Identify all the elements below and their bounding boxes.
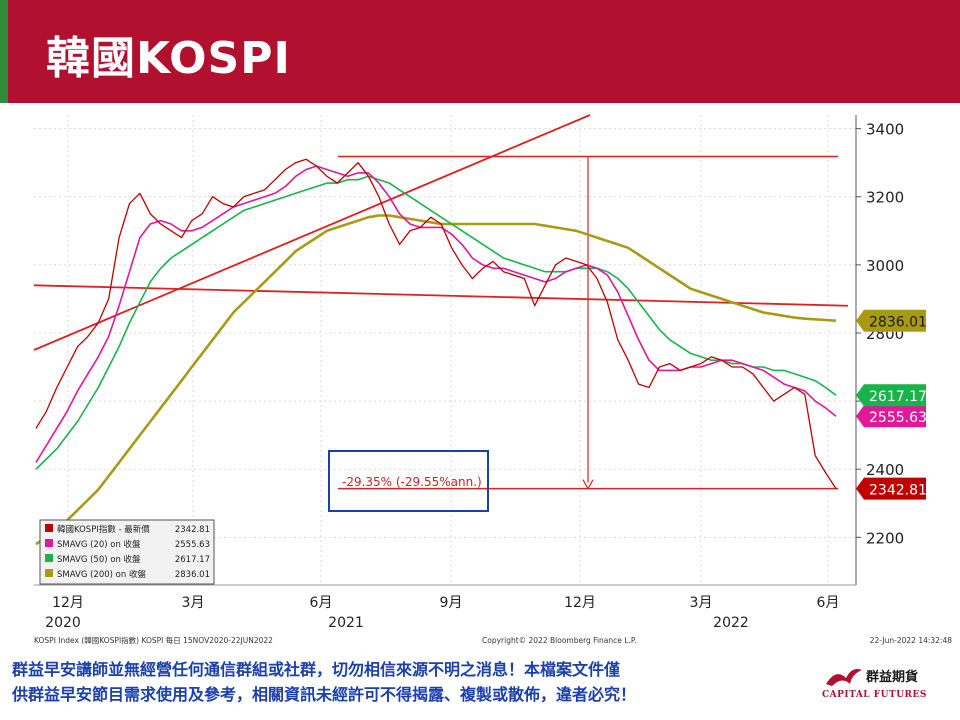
logo-english-name: CAPITAL FUTURES	[822, 690, 927, 700]
series-line-0	[35, 158, 837, 490]
last-value-label: 2617.17	[869, 389, 927, 405]
last-value-labels: 2342.81 2555.63 2617.17 2836.01	[856, 309, 927, 500]
legend-swatch	[45, 554, 53, 562]
last-value-label: 2836.01	[869, 315, 927, 331]
kospi-chart: 3400320030002800260024002200 12月3月6月9月12…	[33, 114, 952, 645]
series-line-3	[35, 214, 837, 546]
header-bar: 韓國KOSPI	[0, 0, 960, 103]
y-tick-label: 3000	[866, 257, 904, 275]
y-tick-label: 2400	[866, 461, 904, 479]
rising-trend-line	[33, 114, 591, 351]
x-tick-label: 3月	[182, 595, 205, 611]
x-tick-label: 6月	[310, 595, 333, 611]
last-value-tag	[856, 405, 926, 428]
kospi-chart-area: 3400320030002800260024002200 12月3月6月9月12…	[0, 103, 960, 650]
legend-label: 韓國KOSPI指數 - 最新價	[57, 524, 150, 535]
x-year-label: 2022	[713, 615, 749, 631]
x-tick-label: 12月	[564, 595, 596, 611]
last-value-label: 2342.81	[869, 483, 927, 499]
source-text: KOSPI Index (韓國KOSPI指數) KOSPI 每日 15NOV20…	[34, 635, 273, 645]
y-tick-label: 3200	[866, 189, 904, 207]
capital-futures-logo: 群益期貨 CAPITAL FUTURES	[822, 664, 952, 708]
x-axis-ticks: 12月 3月 6月 9月 12月 3月 6月 2020 2021 2022	[34, 584, 856, 631]
legend-value: 2342.81	[175, 525, 210, 535]
horizontal-support-line	[33, 284, 849, 307]
legend-value: 2555.63	[175, 540, 210, 550]
y-tick-label: 2200	[866, 529, 904, 547]
legend-swatch	[45, 524, 53, 532]
header-accent-strip	[0, 0, 8, 103]
legend-label: SMAVG (200) on 收盤	[57, 569, 146, 580]
legend-swatch	[45, 569, 53, 577]
series-layer	[35, 158, 837, 546]
disclaimer-line-1: 群益早安講師並無經營任何通信群組或社群，切勿相信來源不明之消息！本檔案文件僅	[12, 660, 621, 679]
timestamp-text: 22-Jun-2022 14:32:48	[870, 636, 952, 645]
logo-chinese-name: 群益期貨	[866, 670, 919, 685]
last-value-tag	[856, 384, 926, 407]
chart-legend: 韓國KOSPI指數 - 最新價 2342.81 SMAVG (20) on 收盤 25…	[39, 519, 215, 585]
legend-label: SMAVG (20) on 收盤	[57, 539, 141, 550]
page-title: 韓國KOSPI	[46, 33, 291, 84]
last-value-tag	[856, 477, 926, 500]
legend-swatch	[45, 539, 53, 547]
annotation-box	[328, 450, 489, 512]
last-value-tag	[856, 309, 926, 332]
y-tick-label: 3400	[866, 121, 904, 139]
disclaimer: 群益早安講師並無經營任何通信群組或社群，切勿相信來源不明之消息！本檔案文件僅 供…	[12, 657, 812, 707]
drawdown-annotation: -29.35% (-29.55%ann.)	[328, 450, 489, 512]
plot-background	[34, 115, 854, 585]
annotation-text: -29.35% (-29.55%ann.)	[342, 475, 482, 489]
series-line-2	[35, 175, 837, 470]
legend-value: 2836.01	[175, 570, 210, 580]
legend-value: 2617.17	[175, 555, 210, 565]
trend-lines	[33, 114, 849, 490]
series-line-1	[35, 165, 837, 463]
x-tick-label: 12月	[52, 595, 84, 611]
x-year-label: 2021	[328, 615, 364, 631]
x-year-label: 2020	[45, 615, 81, 631]
x-tick-label: 6月	[817, 595, 840, 611]
last-value-label: 2555.63	[869, 410, 927, 426]
footer: 群益早安講師並無經營任何通信群組或社群，切勿相信來源不明之消息！本檔案文件僅 供…	[0, 650, 960, 720]
x-tick-label: 9月	[440, 595, 463, 611]
x-tick-label: 3月	[690, 595, 713, 611]
copyright-text: Copyright© 2022 Bloomberg Finance L.P.	[482, 636, 637, 645]
legend-box	[39, 519, 215, 585]
disclaimer-line-2: 供群益早安節目需求使用及參考，相關資訊未經許可不得揭露、複製或散佈，違者必究！	[12, 685, 637, 704]
legend-label: SMAVG (50) on 收盤	[57, 554, 141, 565]
logo-bird-icon	[826, 669, 862, 686]
drawdown-arrow-head	[582, 479, 594, 490]
